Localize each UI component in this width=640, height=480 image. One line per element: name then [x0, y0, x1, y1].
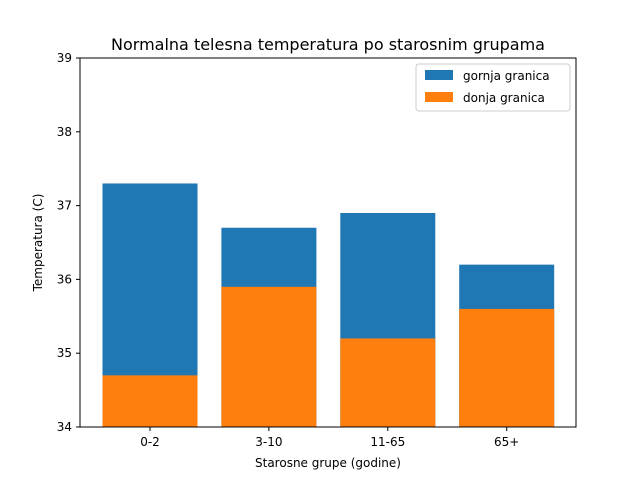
y-axis-label: Temperatura (C)	[31, 194, 45, 293]
legend-label-donja: donja granica	[463, 91, 545, 105]
x-axis: 0-2 3-10 11-65 65+	[140, 427, 519, 449]
x-axis-label: Starosne grupe (godine)	[255, 456, 401, 470]
x-tick-label: 3-10	[255, 435, 282, 449]
legend-label-gornja: gornja granica	[463, 69, 550, 83]
y-tick-label: 38	[57, 125, 72, 139]
y-tick-label: 36	[57, 272, 72, 286]
y-tick-label: 35	[57, 346, 72, 360]
legend-box	[415, 63, 571, 112]
legend-swatch-gornja	[425, 70, 453, 80]
x-tick-label: 11-65	[370, 435, 405, 449]
x-tick-label: 65+	[494, 435, 519, 449]
bar-donja-3-10	[221, 286, 317, 427]
y-tick-label: 37	[57, 199, 72, 213]
y-axis: 34 35 36 37 38 39	[57, 51, 80, 434]
y-tick-label: 39	[57, 51, 72, 65]
bar-donja-65+	[459, 308, 555, 427]
bars-group	[102, 183, 555, 427]
plot-frame	[79, 57, 577, 428]
bar-donja-11-65	[340, 338, 436, 427]
x-tick-label: 0-2	[140, 435, 160, 449]
legend: gornja granica donja granica	[415, 63, 571, 112]
bar-donja-0-2	[102, 375, 198, 427]
y-tick-label: 34	[57, 420, 72, 434]
legend-swatch-donja	[425, 92, 453, 102]
chart-title: Normalna telesna temperatura po starosni…	[111, 35, 545, 54]
